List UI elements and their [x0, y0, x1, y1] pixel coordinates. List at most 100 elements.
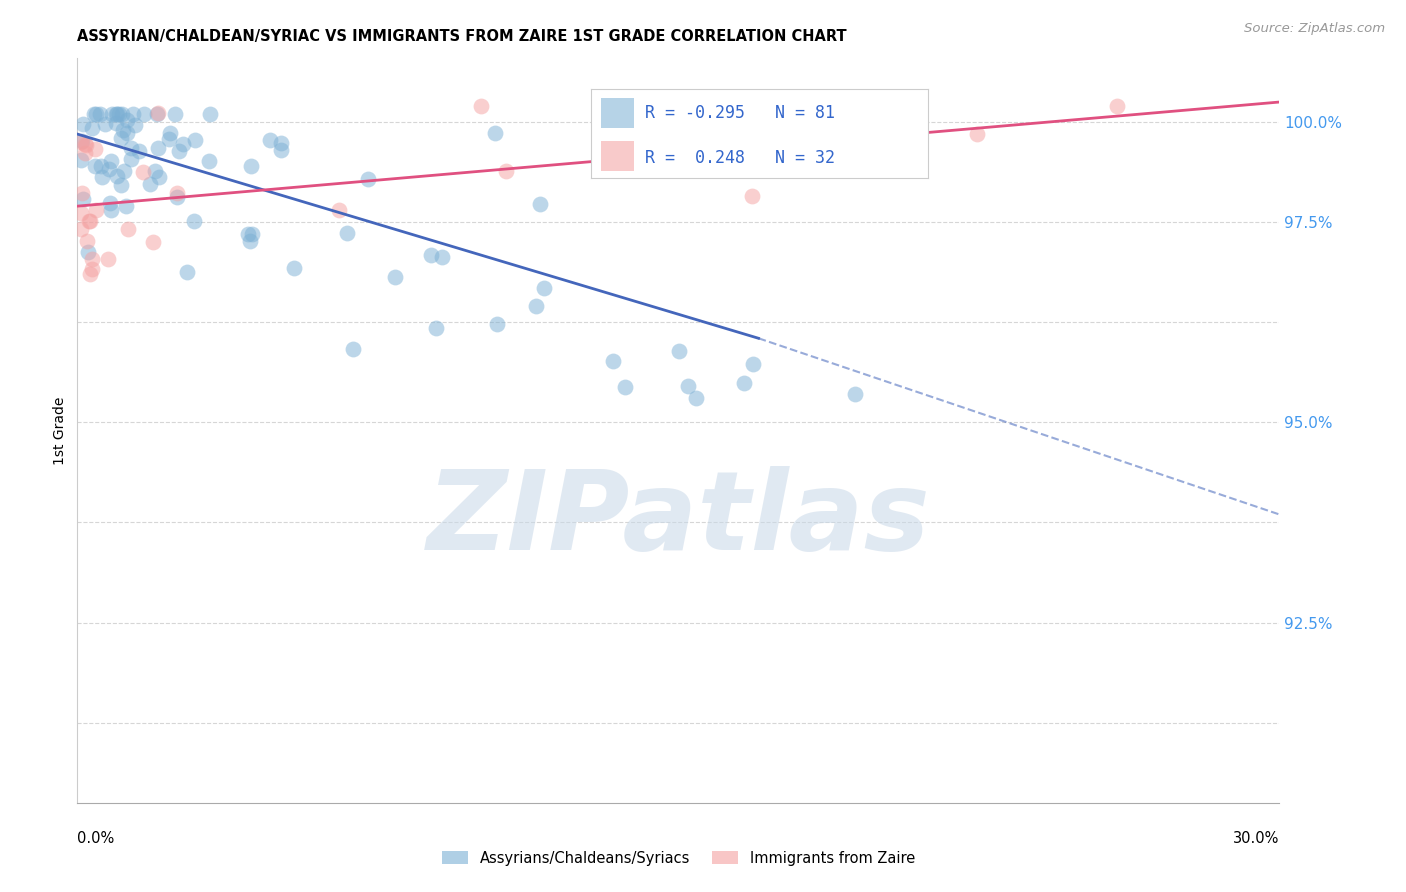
Point — [120, 140, 142, 154]
Point — [270, 136, 292, 150]
Point — [108, 107, 131, 121]
Point — [84, 203, 107, 218]
Point — [747, 99, 769, 113]
Point — [270, 143, 292, 157]
Point — [111, 123, 134, 137]
Text: Source: ZipAtlas.com: Source: ZipAtlas.com — [1244, 22, 1385, 36]
Point — [104, 107, 127, 121]
Point — [166, 190, 188, 204]
Point — [966, 127, 988, 141]
Point — [198, 107, 221, 121]
Point — [166, 186, 188, 201]
Bar — [600, 141, 634, 171]
Point — [336, 226, 359, 240]
Point — [384, 270, 406, 285]
Point — [668, 343, 690, 358]
Point — [70, 186, 93, 200]
Point — [72, 116, 94, 130]
Point — [484, 126, 506, 140]
Point — [100, 154, 122, 169]
Point — [342, 342, 364, 356]
Point — [741, 357, 763, 371]
Point — [183, 214, 205, 228]
Point — [76, 245, 98, 260]
Point — [775, 99, 797, 113]
Point — [101, 107, 124, 121]
Point — [486, 318, 509, 332]
Point — [529, 197, 551, 211]
Point — [132, 107, 155, 121]
Point — [159, 126, 181, 140]
Point — [79, 213, 101, 227]
Point — [124, 118, 146, 132]
Point — [115, 199, 138, 213]
Point — [80, 261, 103, 276]
Legend: Assyrians/Chaldeans/Syriacs, Immigrants from Zaire: Assyrians/Chaldeans/Syriacs, Immigrants … — [437, 847, 920, 870]
Point — [146, 106, 169, 120]
Point — [70, 153, 93, 167]
Point — [741, 189, 763, 203]
Point — [98, 195, 121, 210]
Point — [430, 250, 453, 264]
Point — [328, 202, 350, 217]
Point — [146, 107, 169, 121]
Point — [70, 135, 93, 149]
Point — [614, 155, 637, 169]
Point — [83, 159, 105, 173]
Point — [163, 107, 186, 121]
Point — [117, 222, 139, 236]
Point — [73, 145, 96, 160]
Point — [72, 193, 94, 207]
Point — [75, 137, 97, 152]
Text: ASSYRIAN/CHALDEAN/SYRIAC VS IMMIGRANTS FROM ZAIRE 1ST GRADE CORRELATION CHART: ASSYRIAN/CHALDEAN/SYRIAC VS IMMIGRANTS F… — [77, 29, 846, 45]
Bar — [600, 98, 634, 128]
Point — [676, 378, 699, 392]
Point — [425, 321, 447, 335]
Point — [197, 154, 219, 169]
Point — [533, 281, 555, 295]
Point — [77, 213, 100, 227]
Point — [602, 353, 624, 368]
Point — [76, 234, 98, 248]
Point — [97, 252, 120, 267]
Text: 0.0%: 0.0% — [77, 831, 114, 846]
Point — [117, 113, 139, 128]
Point — [733, 376, 755, 390]
Point — [420, 248, 443, 262]
Point — [83, 107, 105, 121]
Point — [470, 99, 492, 113]
Y-axis label: 1st Grade: 1st Grade — [53, 396, 67, 465]
Point — [70, 221, 93, 235]
Point — [90, 159, 112, 173]
Point — [128, 145, 150, 159]
Text: 30.0%: 30.0% — [1233, 831, 1279, 846]
Point — [70, 134, 93, 148]
Text: R = -0.295   N = 81: R = -0.295 N = 81 — [644, 104, 835, 122]
Point — [1107, 99, 1129, 113]
Point — [176, 265, 198, 279]
Point — [239, 234, 262, 248]
Point — [107, 169, 129, 183]
Point — [93, 117, 115, 131]
Point — [112, 164, 135, 178]
Point — [111, 107, 134, 121]
Point — [142, 235, 165, 249]
Point — [613, 379, 636, 393]
Point — [120, 153, 142, 167]
Point — [167, 145, 190, 159]
Point — [80, 120, 103, 135]
Point — [146, 140, 169, 154]
Text: ZIPatlas: ZIPatlas — [426, 467, 931, 574]
Point — [84, 142, 107, 156]
Point — [172, 136, 194, 151]
Point — [79, 267, 101, 281]
Point — [97, 162, 120, 177]
Point — [797, 99, 820, 113]
Point — [238, 227, 260, 241]
Point — [132, 165, 155, 179]
Point — [796, 116, 818, 130]
Point — [105, 107, 128, 121]
Point — [143, 163, 166, 178]
Point — [70, 205, 93, 219]
Point — [524, 299, 547, 313]
